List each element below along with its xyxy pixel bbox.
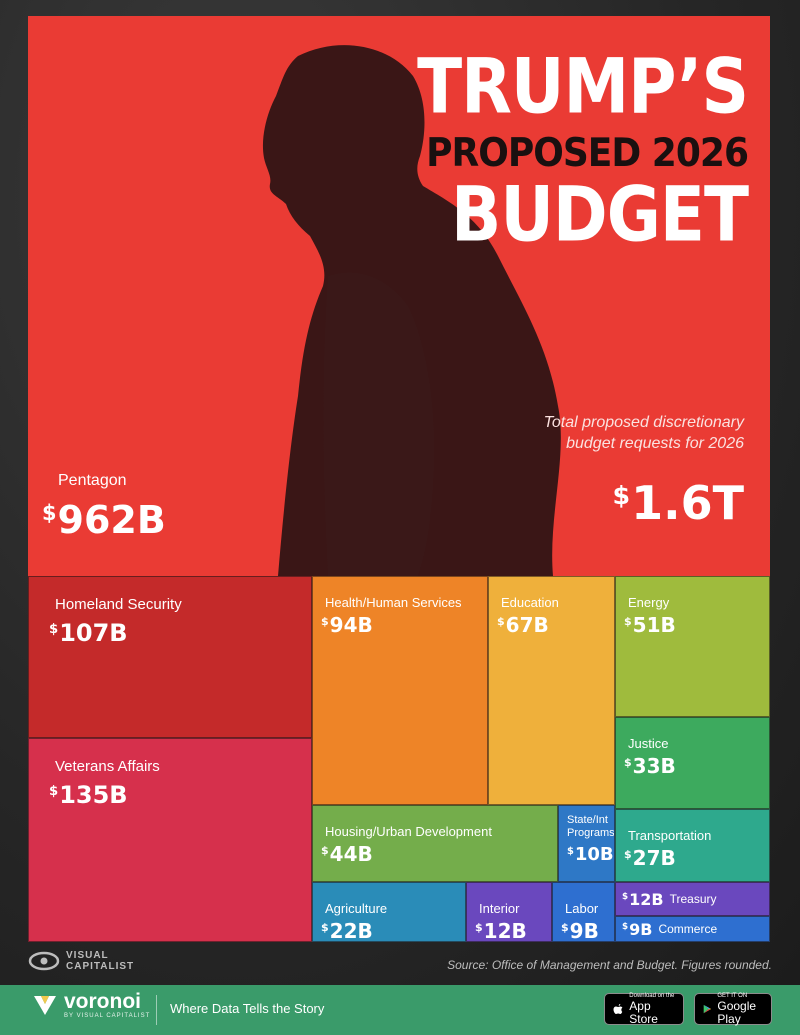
tile-labor: Labor $9B: [552, 882, 615, 942]
title-line-2: PROPOSED 2026: [426, 130, 749, 176]
voronoi-name: voronoi: [64, 990, 141, 1013]
tile-label-commerce: Commerce: [658, 921, 718, 936]
tile-justice: Justice $33B: [615, 717, 770, 809]
tile-value-transportation: $27B: [624, 846, 676, 870]
tile-transportation: Transportation $27B: [615, 809, 770, 882]
tile-value-labor: $9B: [561, 919, 599, 942]
tile-education: Education $67B: [488, 576, 615, 805]
total-value: $1.6T: [613, 476, 744, 530]
publisher-name-2: CAPITALIST: [66, 961, 135, 972]
footer-tagline: Where Data Tells the Story: [170, 1001, 325, 1016]
tile-housing-urban-development: Housing/Urban Development $44B: [312, 805, 558, 882]
currency-symbol: $: [612, 480, 631, 510]
voronoi-logo[interactable]: voronoi BY VISUAL CAPITALIST: [32, 991, 150, 1019]
voronoi-byline: BY VISUAL CAPITALIST: [64, 1013, 151, 1019]
tile-state-int-programs: State/Int Programs $10B: [558, 805, 615, 882]
publisher-logo: VISUAL CAPITALIST: [28, 950, 134, 972]
tile-value-veterans-affairs: $135B: [49, 781, 128, 809]
tile-value-agriculture: $22B: [321, 919, 373, 942]
total-note: Total proposed discretionary budget requ…: [543, 414, 744, 452]
google-play-icon: [703, 1004, 712, 1014]
tile-treasury: $12B Treasury: [615, 882, 770, 916]
app-store-button[interactable]: Download on the App Store: [604, 993, 684, 1025]
tile-label-transportation: Transportation: [628, 828, 712, 843]
tile-commerce: $9B Commerce: [615, 916, 770, 942]
publisher-name-1: VISUAL: [66, 950, 109, 961]
tile-value-justice: $33B: [624, 754, 676, 778]
app-store-label: App Store: [629, 998, 658, 1026]
tile-label-labor: Labor: [565, 901, 599, 916]
tile-value-energy: $51B: [624, 613, 676, 637]
google-play-button[interactable]: GET IT ON Google Play: [694, 993, 772, 1025]
tile-label-education: Education: [501, 595, 559, 610]
footer-bar: voronoi BY VISUAL CAPITALIST Where Data …: [0, 985, 800, 1035]
tile-label-agriculture: Agriculture: [325, 901, 388, 916]
google-play-small: GET IT ON: [717, 992, 748, 999]
tile-homeland-security: Homeland Security $107B: [28, 576, 312, 738]
tile-label-interior: Interior: [479, 901, 520, 916]
tile-health-human-services: Health/Human Services $94B: [312, 576, 488, 805]
tile-value-housing-urban-development: $44B: [321, 842, 373, 866]
tile-label-health-human-services: Health/Human Services: [325, 595, 462, 610]
apple-icon: [613, 1003, 623, 1014]
tile-value-commerce: $9B: [622, 919, 653, 939]
app-store-small: Download on the: [629, 992, 675, 999]
google-play-label: Google Play: [717, 998, 757, 1026]
tile-label-homeland-security: Homeland Security: [55, 596, 182, 613]
tile-value-education: $67B: [497, 613, 549, 637]
tile-value-homeland-security: $107B: [49, 619, 128, 647]
title-block: TRUMP’S PROPOSED 2026 BUDGET: [388, 48, 749, 252]
tile-label-pentagon: Pentagon: [58, 472, 127, 489]
tile-label-housing-urban-development: Housing/Urban Development: [325, 824, 492, 839]
total-amount: 1.6T: [631, 476, 744, 530]
silhouette-image: [262, 45, 561, 576]
tile-value-health-human-services: $94B: [321, 613, 373, 637]
visual-capitalist-icon: [28, 951, 60, 971]
tile-value-interior: $12B: [475, 919, 527, 942]
tile-energy: Energy $51B: [615, 576, 770, 717]
tile-label-energy: Energy: [628, 595, 670, 610]
tile-interior: Interior $12B: [466, 882, 552, 942]
tile-label-state-int-programs: State/Int Programs: [567, 814, 615, 839]
tile-value-treasury: $12B: [622, 889, 664, 909]
voronoi-icon: [34, 996, 56, 1015]
tile-label-justice: Justice: [628, 736, 669, 751]
tile-value-state-int-programs: $10B: [567, 844, 614, 865]
tile-label-veterans-affairs: Veterans Affairs: [55, 758, 160, 775]
title-line-1: TRUMP’S: [417, 42, 749, 131]
footer-divider: [156, 995, 157, 1025]
title-line-3: BUDGET: [451, 170, 749, 259]
tile-veterans-affairs: Veterans Affairs $135B: [28, 738, 312, 942]
tile-value-pentagon: $962B: [42, 498, 166, 542]
source-note: Source: Office of Management and Budget.…: [447, 958, 772, 972]
tile-agriculture: Agriculture $22B: [312, 882, 466, 942]
treemap-chart: TRUMP’S PROPOSED 2026 BUDGET Total propo…: [28, 16, 770, 942]
tile-label-treasury: Treasury: [669, 891, 717, 906]
